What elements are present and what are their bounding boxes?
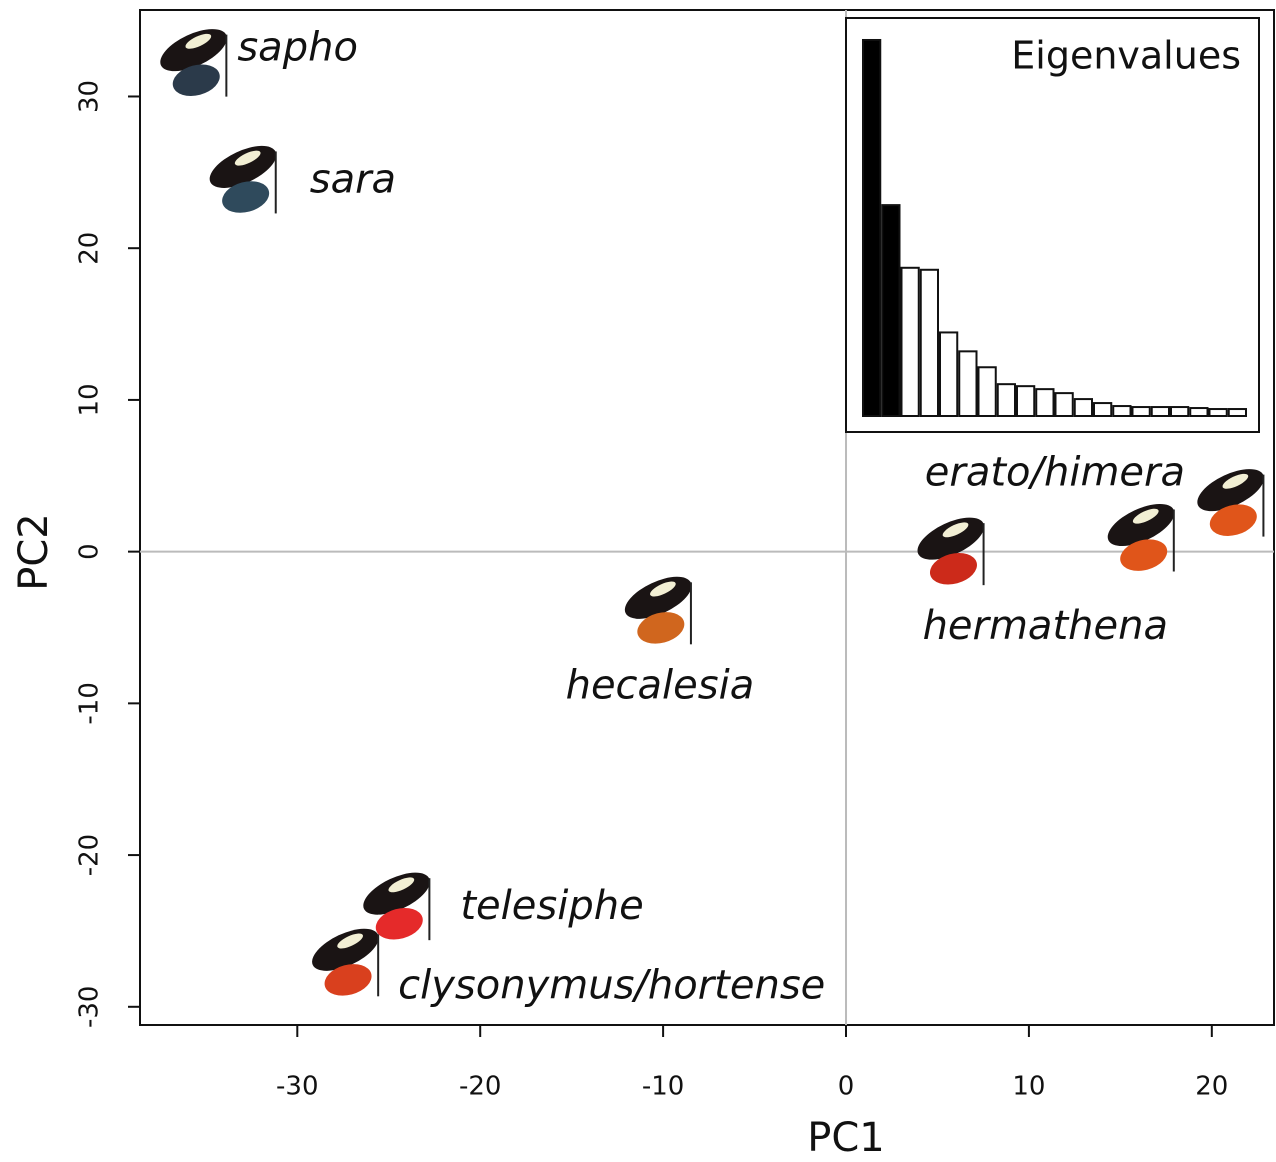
butterfly bbox=[209, 145, 277, 214]
y-tick-label: -10 bbox=[75, 682, 105, 724]
x-tick-label: -30 bbox=[276, 1072, 318, 1102]
wing-spot bbox=[234, 150, 261, 166]
eigenvalue-bar bbox=[958, 350, 978, 417]
wing-spot bbox=[337, 933, 363, 949]
eigenvalue-bar bbox=[996, 383, 1016, 418]
butterfly bbox=[1107, 503, 1175, 572]
forewing bbox=[160, 29, 227, 72]
eigenvalue-bar bbox=[1131, 406, 1151, 417]
wing-spot bbox=[388, 877, 415, 893]
x-tick-label: -10 bbox=[642, 1072, 684, 1102]
hindwing bbox=[1120, 539, 1168, 571]
y-tick-label: 10 bbox=[75, 383, 105, 416]
eigenvalue-bar bbox=[919, 268, 939, 417]
x-tick-label: -20 bbox=[459, 1072, 501, 1102]
hindwing bbox=[375, 908, 423, 940]
forewing bbox=[363, 872, 430, 915]
hindwing bbox=[1209, 504, 1257, 536]
y-tick-label: 0 bbox=[75, 543, 105, 560]
plot-frame bbox=[139, 9, 1275, 1026]
forewing bbox=[312, 928, 379, 971]
eigenvalue-bar bbox=[977, 366, 997, 418]
butterfly bbox=[917, 517, 985, 586]
y-tick-label: -30 bbox=[75, 986, 105, 1028]
inset-title: Eigenvalues bbox=[1011, 34, 1241, 78]
forewing bbox=[624, 576, 692, 619]
wing-spot bbox=[1132, 508, 1159, 524]
forewing bbox=[1197, 469, 1264, 512]
eigenvalue-bar bbox=[1208, 408, 1228, 417]
butterfly bbox=[160, 29, 228, 97]
butterfly bbox=[624, 576, 692, 645]
y-tick-label: -20 bbox=[75, 834, 105, 876]
hindwing bbox=[324, 964, 372, 996]
eigenvalue-bar bbox=[939, 331, 959, 417]
hindwing bbox=[929, 552, 977, 585]
hindwing bbox=[222, 181, 270, 213]
wing-spot bbox=[1222, 473, 1249, 489]
wing-spot bbox=[185, 33, 212, 49]
eigenvalue-bar bbox=[862, 38, 882, 418]
species-label: erato/himera bbox=[925, 449, 1185, 495]
x-axis-label: PC1 bbox=[807, 1115, 885, 1161]
forewing bbox=[1107, 503, 1175, 547]
x-tick-label: 10 bbox=[1012, 1072, 1045, 1102]
butterfly bbox=[312, 928, 380, 997]
species-label: clysonymus/hortense bbox=[398, 962, 825, 1008]
eigenvalue-bar bbox=[1054, 392, 1074, 418]
species-label: hermathena bbox=[923, 603, 1168, 649]
eigenvalue-bar bbox=[900, 266, 920, 417]
forewing bbox=[209, 145, 277, 188]
eigenvalue-bar bbox=[1073, 398, 1093, 418]
species-label: sara bbox=[310, 156, 396, 202]
species-label: sapho bbox=[237, 25, 358, 71]
eigenvalue-bar bbox=[1112, 405, 1132, 418]
eigenvalue-bar bbox=[1227, 408, 1247, 417]
butterfly bbox=[363, 872, 431, 941]
wing-spot bbox=[650, 581, 676, 597]
x-tick-label: 20 bbox=[1195, 1072, 1228, 1102]
species-label: telesiphe bbox=[460, 883, 643, 929]
eigenvalue-bar bbox=[1016, 385, 1036, 418]
forewing bbox=[917, 517, 985, 560]
y-tick-label: 20 bbox=[75, 232, 105, 265]
eigenvalue-bar bbox=[1150, 406, 1170, 417]
species-label: hecalesia bbox=[566, 662, 755, 708]
eigenvalue-bar bbox=[1170, 406, 1190, 417]
eigenvalue-bar bbox=[881, 204, 901, 417]
wing-spot bbox=[942, 522, 969, 538]
y-tick-label: 30 bbox=[75, 80, 105, 113]
eigenvalue-bar bbox=[1093, 402, 1113, 417]
eigenvalue-bar bbox=[1189, 407, 1209, 418]
butterfly bbox=[1197, 469, 1265, 537]
eigenvalue-bar bbox=[1035, 388, 1055, 418]
hindwing bbox=[637, 612, 685, 644]
y-axis-label: PC2 bbox=[11, 513, 57, 591]
hindwing bbox=[172, 64, 220, 96]
x-tick-label: 0 bbox=[838, 1072, 855, 1102]
